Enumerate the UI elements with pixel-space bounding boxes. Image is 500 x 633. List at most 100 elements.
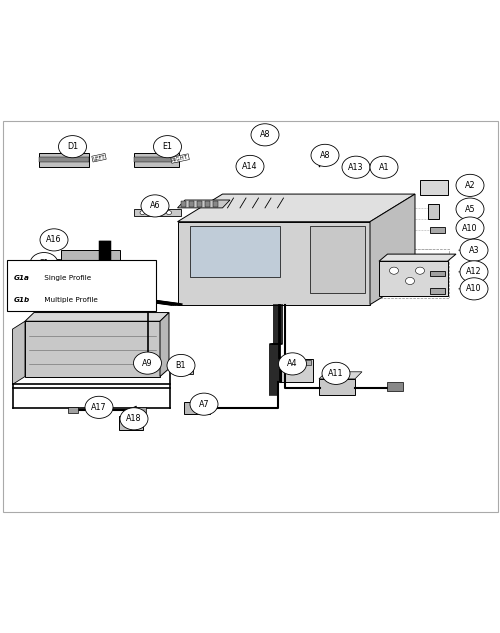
Text: A7: A7 <box>198 399 209 409</box>
Text: D1: D1 <box>67 142 78 151</box>
Bar <box>61 250 120 281</box>
Bar <box>205 201 210 207</box>
Polygon shape <box>379 254 456 261</box>
Bar <box>189 201 194 207</box>
Bar <box>184 402 196 415</box>
Text: A9: A9 <box>142 359 153 368</box>
Polygon shape <box>310 225 365 293</box>
Text: A2: A2 <box>464 181 475 190</box>
Circle shape <box>236 155 264 177</box>
Bar <box>213 201 218 207</box>
Text: A10: A10 <box>466 284 482 293</box>
Circle shape <box>311 144 339 166</box>
Bar <box>119 417 143 430</box>
Polygon shape <box>178 222 370 304</box>
Circle shape <box>166 211 172 215</box>
Circle shape <box>140 211 145 215</box>
Text: RIGHT: RIGHT <box>171 154 189 163</box>
Polygon shape <box>190 225 280 277</box>
Circle shape <box>416 267 424 274</box>
Text: A13: A13 <box>348 163 364 172</box>
Circle shape <box>85 396 113 418</box>
Text: A17: A17 <box>91 403 107 412</box>
Polygon shape <box>178 194 415 222</box>
Bar <box>197 201 202 207</box>
Bar <box>420 180 448 195</box>
Text: LEFT: LEFT <box>92 154 106 161</box>
Circle shape <box>456 217 484 239</box>
Bar <box>96 272 100 279</box>
Bar <box>39 153 89 167</box>
Text: C1: C1 <box>38 259 50 268</box>
Bar <box>134 153 179 167</box>
Bar <box>279 359 313 382</box>
Text: A5: A5 <box>464 204 475 213</box>
Bar <box>430 227 445 233</box>
Text: A6: A6 <box>150 201 160 210</box>
Bar <box>74 272 78 279</box>
Circle shape <box>167 354 195 377</box>
Polygon shape <box>25 321 160 377</box>
Circle shape <box>456 174 484 196</box>
Text: E1: E1 <box>162 142 172 151</box>
Bar <box>428 204 438 218</box>
Bar <box>172 366 193 373</box>
Bar <box>136 407 145 413</box>
Circle shape <box>58 135 86 158</box>
Bar <box>85 272 89 279</box>
Polygon shape <box>319 372 362 379</box>
Bar <box>45 259 60 276</box>
Polygon shape <box>160 313 169 377</box>
Text: A11: A11 <box>328 369 344 378</box>
Text: A10: A10 <box>462 223 478 232</box>
Circle shape <box>460 278 488 300</box>
Bar <box>61 280 120 287</box>
Circle shape <box>40 229 68 251</box>
Text: A18: A18 <box>126 414 142 423</box>
Text: A8: A8 <box>260 130 270 139</box>
Bar <box>430 271 445 276</box>
Circle shape <box>370 156 398 179</box>
Bar <box>39 157 89 163</box>
Bar <box>80 272 84 279</box>
Text: G1b: G1b <box>14 297 30 303</box>
Circle shape <box>251 124 279 146</box>
Circle shape <box>120 408 148 430</box>
Text: B1: B1 <box>176 361 186 370</box>
Polygon shape <box>12 321 25 384</box>
Text: A4: A4 <box>287 360 298 368</box>
Polygon shape <box>379 261 448 296</box>
Circle shape <box>134 352 162 374</box>
Circle shape <box>390 267 398 274</box>
Text: A1: A1 <box>379 163 389 172</box>
Circle shape <box>30 253 58 275</box>
FancyBboxPatch shape <box>7 260 156 311</box>
Bar <box>281 360 311 365</box>
Circle shape <box>152 211 158 215</box>
Text: Single Profile: Single Profile <box>42 275 91 281</box>
Bar <box>90 272 94 279</box>
Polygon shape <box>370 194 415 304</box>
Polygon shape <box>178 200 230 208</box>
Polygon shape <box>25 313 169 321</box>
Circle shape <box>278 353 306 375</box>
Text: A8: A8 <box>320 151 330 160</box>
Bar <box>134 157 179 163</box>
Circle shape <box>342 156 370 179</box>
Bar <box>430 288 445 294</box>
Bar <box>181 201 186 207</box>
Circle shape <box>460 261 488 283</box>
Bar <box>102 272 105 279</box>
Polygon shape <box>134 209 181 216</box>
Circle shape <box>154 135 182 158</box>
Text: A3: A3 <box>469 246 479 254</box>
Text: A14: A14 <box>242 162 258 171</box>
Text: A12: A12 <box>466 267 482 277</box>
Circle shape <box>190 393 218 415</box>
Bar <box>388 382 404 391</box>
Circle shape <box>456 198 484 220</box>
Circle shape <box>406 277 414 284</box>
Circle shape <box>322 362 350 384</box>
Text: G1a: G1a <box>14 275 30 281</box>
Bar <box>63 272 67 279</box>
